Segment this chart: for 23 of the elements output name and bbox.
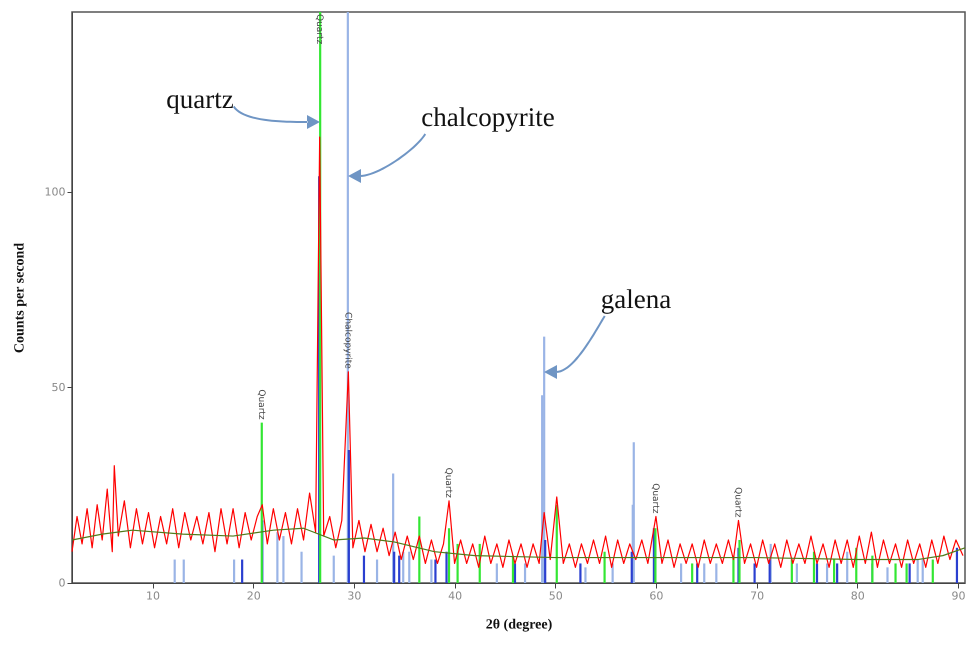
y-tick-label: 100 [44,185,66,198]
annotation: Quartz [443,468,454,498]
x-tick-label: 90 [951,590,966,602]
x-tick-label: 40 [448,590,462,602]
annotation: Quartz [256,389,266,420]
annotation: quartz [166,84,234,114]
annotation: galena [600,284,672,314]
x-axis-title: 2θ (degree) [486,618,553,632]
x-tick-label: 30 [347,590,362,602]
annotation: Quartz [650,483,660,514]
x-tick-label: 10 [146,590,160,602]
x-tick-label: 70 [750,590,764,602]
y-axis-title: Counts per second [12,242,28,354]
x-tick-label: 60 [649,590,664,602]
y-tick-label: 0 [58,576,66,590]
annotation: Quartz [732,487,742,518]
y-tick-label: 50 [52,380,66,394]
annotation: Chalcopyrite [342,312,352,370]
x-tick-label: 50 [548,590,563,602]
annotation: Quartz [314,14,324,45]
annotation: chalcopyrite [421,102,555,132]
x-tick-label: 80 [850,590,865,602]
x-tick-label: 20 [246,590,261,602]
